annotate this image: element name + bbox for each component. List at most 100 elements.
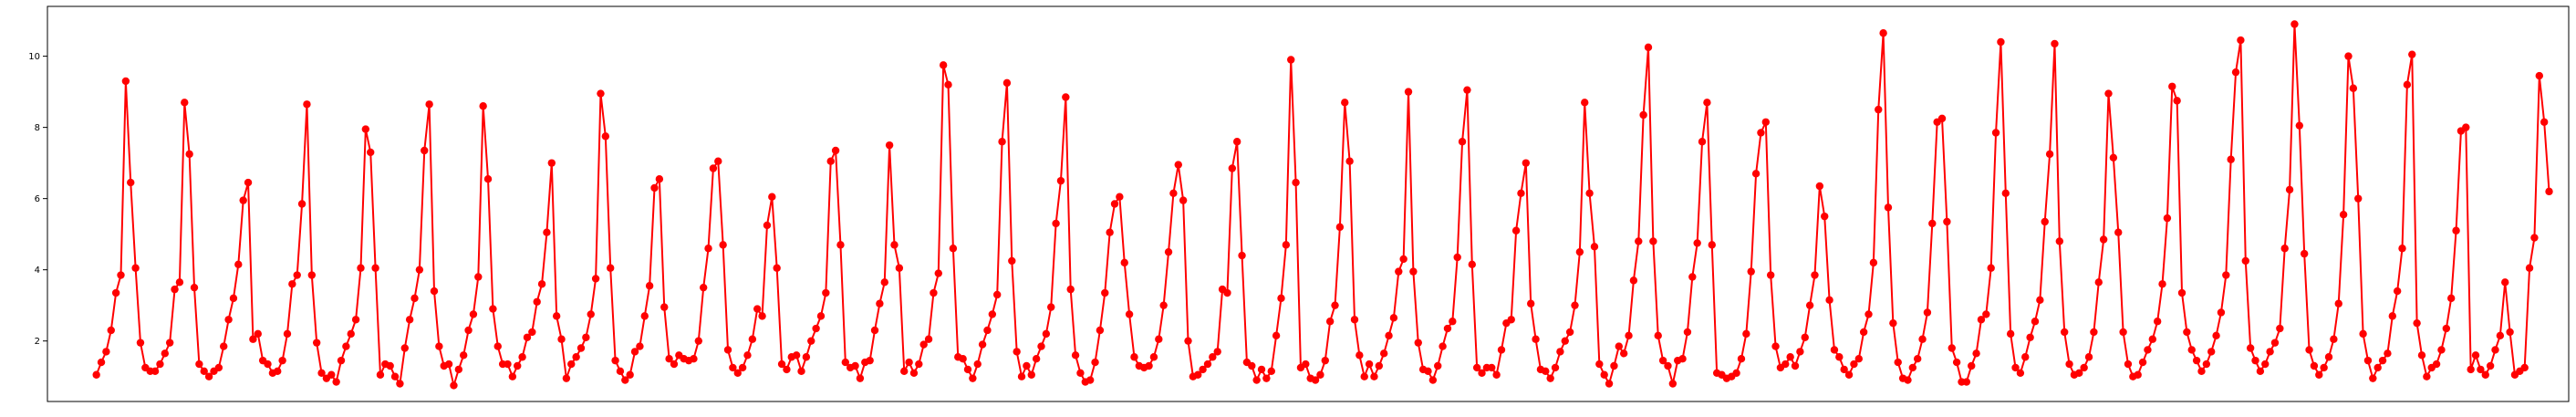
data-point bbox=[361, 125, 370, 133]
data-point bbox=[1546, 374, 1554, 382]
data-point bbox=[2417, 351, 2426, 360]
data-point bbox=[1997, 37, 2005, 47]
data-point bbox=[714, 157, 722, 165]
data-point bbox=[2168, 82, 2176, 90]
data-point bbox=[802, 353, 811, 361]
data-point bbox=[1791, 361, 1800, 370]
data-point bbox=[1854, 354, 1863, 363]
data-point bbox=[1825, 296, 1833, 305]
data-point bbox=[1840, 365, 1848, 374]
data-point bbox=[1561, 337, 1569, 345]
data-point bbox=[890, 241, 898, 249]
data-point bbox=[1488, 363, 1496, 372]
data-point bbox=[582, 333, 590, 341]
data-point bbox=[753, 305, 762, 313]
data-point bbox=[616, 367, 625, 376]
data-point bbox=[949, 245, 958, 253]
data-point bbox=[1267, 367, 1275, 376]
data-point bbox=[2339, 211, 2348, 219]
data-point bbox=[514, 361, 522, 370]
data-point bbox=[1658, 356, 1667, 365]
data-point bbox=[1610, 361, 1618, 370]
data-point bbox=[2388, 312, 2396, 320]
data-point bbox=[1850, 360, 1858, 369]
data-point bbox=[1522, 159, 1531, 167]
y-tick-label: 4 bbox=[35, 266, 40, 276]
data-point bbox=[185, 150, 193, 159]
data-point bbox=[885, 141, 894, 150]
data-point bbox=[1101, 288, 1109, 297]
data-point bbox=[1257, 365, 1266, 374]
y-tick-label: 8 bbox=[35, 123, 40, 133]
data-point bbox=[430, 287, 439, 296]
data-point bbox=[396, 380, 404, 388]
data-point bbox=[2261, 360, 2270, 369]
data-point bbox=[2109, 153, 2118, 162]
data-point bbox=[1091, 358, 1099, 367]
data-point bbox=[1698, 138, 1707, 146]
data-point bbox=[1830, 346, 1839, 354]
data-point bbox=[2212, 331, 2220, 340]
data-point bbox=[1844, 370, 1854, 379]
data-point bbox=[2437, 346, 2446, 354]
data-point bbox=[2295, 121, 2304, 130]
data-point bbox=[650, 183, 659, 193]
data-point bbox=[1619, 349, 1628, 358]
data-point bbox=[1017, 372, 1026, 381]
data-point bbox=[777, 360, 786, 369]
data-point bbox=[2202, 360, 2211, 369]
data-point bbox=[1913, 354, 1922, 363]
data-point bbox=[567, 360, 576, 369]
data-point bbox=[264, 360, 272, 369]
data-point bbox=[1149, 353, 1158, 361]
data-point bbox=[729, 363, 737, 372]
data-point bbox=[2065, 360, 2073, 369]
data-point bbox=[1085, 376, 1095, 384]
data-point bbox=[1962, 378, 1971, 386]
data-point bbox=[1918, 335, 1927, 343]
data-point bbox=[1023, 361, 1031, 370]
data-point bbox=[1542, 367, 1550, 376]
data-point bbox=[2452, 226, 2460, 235]
data-point bbox=[435, 342, 443, 350]
data-point bbox=[930, 288, 938, 297]
data-point bbox=[2119, 328, 2127, 337]
data-point bbox=[195, 360, 203, 369]
y-tick-label: 6 bbox=[35, 194, 40, 204]
data-point bbox=[1066, 285, 1075, 294]
data-point bbox=[2369, 374, 2377, 382]
data-point bbox=[607, 264, 615, 272]
data-point bbox=[1042, 329, 1051, 339]
data-point bbox=[1781, 360, 1790, 369]
data-point bbox=[220, 342, 228, 350]
data-point bbox=[151, 367, 160, 376]
data-point bbox=[127, 178, 135, 187]
data-point bbox=[351, 316, 360, 324]
data-point bbox=[723, 346, 732, 354]
data-point bbox=[597, 89, 605, 98]
data-point bbox=[1120, 258, 1128, 267]
data-point bbox=[390, 372, 400, 381]
data-point bbox=[816, 312, 826, 320]
data-point bbox=[1889, 318, 1897, 328]
data-point bbox=[2061, 328, 2069, 337]
data-point bbox=[1571, 301, 1579, 309]
data-point bbox=[2491, 346, 2499, 354]
data-point bbox=[400, 344, 409, 352]
data-point bbox=[2432, 360, 2441, 369]
data-point bbox=[1875, 105, 1883, 114]
data-point bbox=[2330, 335, 2338, 343]
data-point bbox=[528, 328, 536, 337]
data-point bbox=[704, 245, 712, 253]
data-point bbox=[2305, 346, 2313, 354]
data-point bbox=[2026, 333, 2034, 341]
data-point bbox=[297, 200, 306, 208]
data-point bbox=[812, 324, 820, 333]
data-point bbox=[1449, 318, 1457, 326]
data-point bbox=[1517, 189, 1525, 197]
data-point bbox=[1492, 370, 1501, 379]
data-point bbox=[1625, 331, 1633, 340]
data-point bbox=[2080, 363, 2088, 372]
data-point bbox=[1585, 189, 1594, 197]
